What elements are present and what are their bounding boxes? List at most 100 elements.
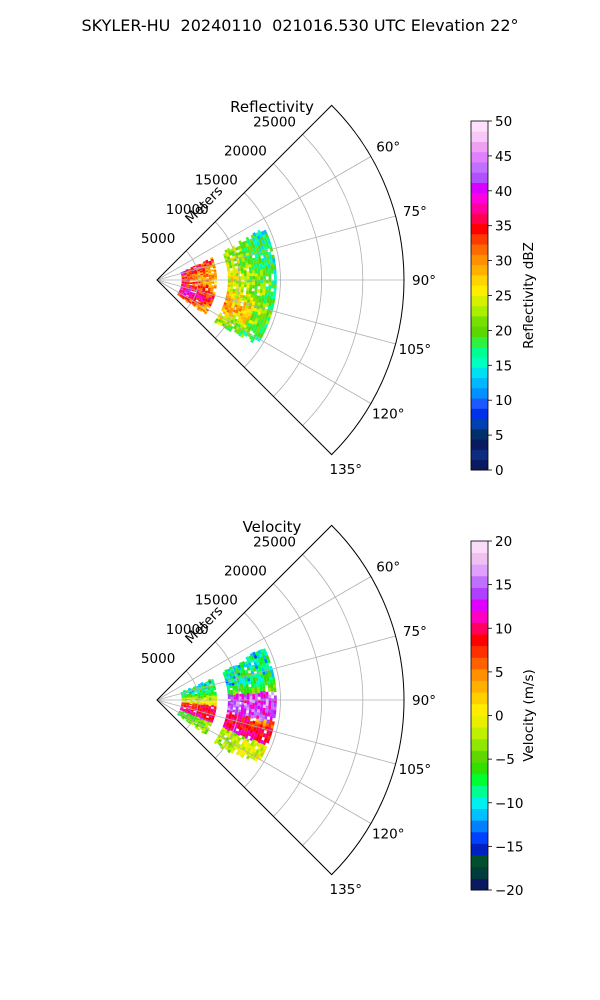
reflectivity-gate [188, 294, 192, 298]
reflectivity-grid [156, 134, 404, 426]
reflectivity-gate [198, 291, 202, 295]
velocity-gate [241, 735, 245, 740]
velocity-gate [203, 703, 207, 705]
reflectivity-gate [271, 302, 275, 308]
reflectivity-gate [235, 285, 239, 289]
reflectivity-gate [229, 270, 233, 274]
reflectivity-gate [246, 245, 251, 251]
velocity-gate [243, 730, 248, 735]
reflectivity-gate [184, 277, 188, 280]
velocity-gate [199, 717, 203, 720]
reflectivity-gate [199, 296, 203, 300]
reflectivity-gate [248, 319, 253, 324]
velocity-gate [257, 664, 262, 669]
reflectivity-gate [216, 321, 221, 325]
reflectivity-colorbar-tick-label: 25 [495, 289, 512, 305]
velocity-gate [267, 687, 272, 692]
velocity-gate [211, 692, 215, 695]
velocity-gate [225, 714, 230, 718]
velocity-gate [259, 732, 264, 737]
velocity-gate [262, 648, 267, 654]
velocity-gate [227, 703, 231, 706]
velocity-gate [192, 693, 195, 696]
velocity-gate [243, 705, 247, 709]
reflectivity-gate [197, 300, 201, 304]
velocity-gate [196, 717, 200, 721]
reflectivity-gate [233, 295, 238, 300]
velocity-gate [268, 705, 272, 710]
velocity-gate [265, 655, 270, 660]
velocity-gate [230, 749, 235, 754]
reflectivity-gate [195, 304, 199, 308]
velocity-gate [232, 675, 236, 680]
velocity-gate [262, 684, 266, 689]
velocity-gate [225, 746, 230, 751]
velocity-gate [245, 732, 250, 737]
reflectivity-gate [188, 268, 192, 271]
velocity-gate [262, 707, 266, 712]
velocity-gate [198, 718, 203, 722]
velocity-gate [185, 689, 189, 692]
reflectivity-gate [260, 279, 264, 284]
reflectivity-gate [272, 295, 276, 300]
reflectivity-gate [250, 241, 255, 246]
velocity-gate [248, 713, 252, 717]
reflectivity-gate [182, 295, 186, 298]
velocity-angle-tick-label: 105° [399, 762, 432, 778]
velocity-gate [203, 697, 207, 699]
reflectivity-gate [181, 292, 184, 295]
reflectivity-gate [259, 263, 263, 268]
reflectivity-gate [254, 301, 259, 306]
velocity-gate [186, 705, 190, 708]
reflectivity-gate [251, 285, 255, 289]
reflectivity-gate [251, 263, 255, 268]
velocity-gate [235, 667, 239, 672]
reflectivity-gate [256, 295, 260, 300]
velocity-echo [176, 648, 277, 762]
reflectivity-gate [187, 296, 191, 300]
reflectivity-gate [209, 265, 213, 269]
reflectivity-gate [251, 301, 256, 306]
velocity-gate [191, 707, 195, 710]
velocity-gate [213, 709, 217, 713]
reflectivity-gate [240, 333, 245, 339]
reflectivity-gate [183, 293, 187, 296]
velocity-gate [191, 715, 195, 718]
velocity-gate [255, 651, 260, 656]
velocity-gate [210, 689, 214, 692]
reflectivity-gate [222, 311, 227, 315]
velocity-gate [184, 701, 188, 703]
velocity-gate [205, 707, 209, 710]
reflectivity-colorbar-tick-label: 10 [495, 393, 512, 409]
reflectivity-gate [195, 275, 198, 278]
reflectivity-gate [191, 295, 195, 299]
reflectivity-gate [247, 248, 252, 253]
velocity-gate [184, 697, 188, 699]
velocity-gate [213, 740, 218, 745]
velocity-gate [249, 742, 254, 747]
velocity-gate [254, 705, 258, 709]
velocity-angle-tick-label: 90° [412, 693, 436, 709]
velocity-gate [184, 700, 188, 702]
reflectivity-gate [268, 243, 273, 249]
reflectivity-gate [249, 281, 253, 286]
velocity-gate [251, 690, 255, 695]
velocity-gate [204, 688, 208, 691]
reflectivity-azimuth-spoke [156, 215, 396, 281]
reflectivity-gate [265, 244, 270, 250]
reflectivity-gate [235, 288, 239, 292]
reflectivity-gate [244, 296, 249, 301]
velocity-panel: Velocity500010000150002000025000Meters60… [141, 518, 537, 899]
reflectivity-gate [234, 293, 238, 297]
velocity-gate [242, 723, 247, 728]
reflectivity-gate [245, 290, 249, 295]
reflectivity-gate [260, 282, 264, 287]
velocity-gate [200, 725, 205, 729]
velocity-gate [263, 674, 267, 679]
velocity-gate [240, 707, 244, 711]
velocity-gate [189, 698, 193, 700]
velocity-gate [245, 684, 249, 688]
velocity-gate [257, 746, 262, 751]
velocity-colorbar-step [471, 564, 488, 577]
reflectivity-gate [214, 280, 218, 283]
